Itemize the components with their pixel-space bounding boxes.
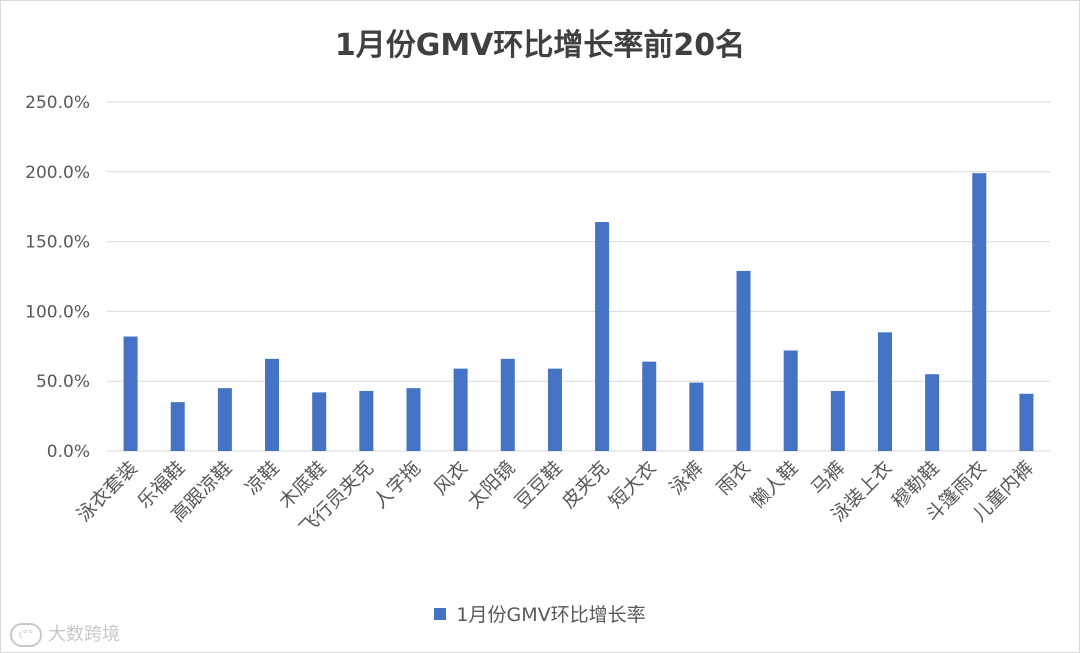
bar — [877, 332, 892, 451]
y-tick-label: 150.0% — [25, 233, 90, 253]
x-tick-label: 人字拖 — [369, 457, 425, 513]
bar — [830, 390, 845, 451]
y-tick-label: 0.0% — [47, 442, 90, 462]
x-tick-label: 泳衣套装 — [73, 457, 142, 526]
bar — [642, 361, 657, 451]
bar — [689, 382, 704, 451]
x-tick-label: 凉鞋 — [241, 457, 283, 499]
bar — [972, 173, 987, 452]
y-tick-label: 250.0% — [25, 93, 90, 113]
x-tick-label: 短大衣 — [605, 457, 661, 513]
bar — [406, 388, 421, 451]
bar — [359, 390, 374, 451]
x-tick-label: 马裤 — [807, 457, 849, 499]
bar — [500, 358, 515, 451]
watermark-text: 大数跨境 — [48, 624, 120, 645]
legend: 1月份GMV环比增长率 — [0, 600, 1080, 627]
chart-title: 1月份GMV环比增长率前20名 — [334, 28, 746, 63]
y-tick-label: 200.0% — [25, 163, 90, 183]
bar — [783, 350, 798, 451]
bar — [123, 336, 138, 451]
legend-label: 1月份GMV环比增长率 — [456, 604, 646, 626]
x-tick-label: 太阳镜 — [463, 457, 519, 513]
bar — [547, 368, 562, 451]
x-tick-label: 皮夹克 — [558, 457, 614, 513]
watermark: ι°° 大数跨境 — [10, 620, 120, 647]
legend-swatch — [434, 608, 447, 620]
x-tick-label: 泳裤 — [665, 457, 707, 499]
dashu-logo-icon: ι°° — [10, 623, 42, 647]
x-tick-label: 雨衣 — [713, 457, 755, 499]
bar — [925, 374, 940, 451]
bar — [170, 402, 185, 451]
y-tick-label: 50.0% — [36, 372, 90, 392]
bar — [312, 392, 327, 451]
bar — [1019, 393, 1034, 451]
bar — [453, 368, 468, 451]
bar — [736, 270, 751, 451]
x-tick-label: 豆豆鞋 — [511, 457, 567, 513]
bar — [595, 222, 610, 451]
bar — [217, 388, 232, 451]
x-tick-label: 懒人鞋 — [746, 457, 802, 513]
y-tick-label: 100.0% — [25, 302, 90, 322]
x-tick-label: 风衣 — [430, 457, 472, 499]
bar — [265, 358, 280, 451]
